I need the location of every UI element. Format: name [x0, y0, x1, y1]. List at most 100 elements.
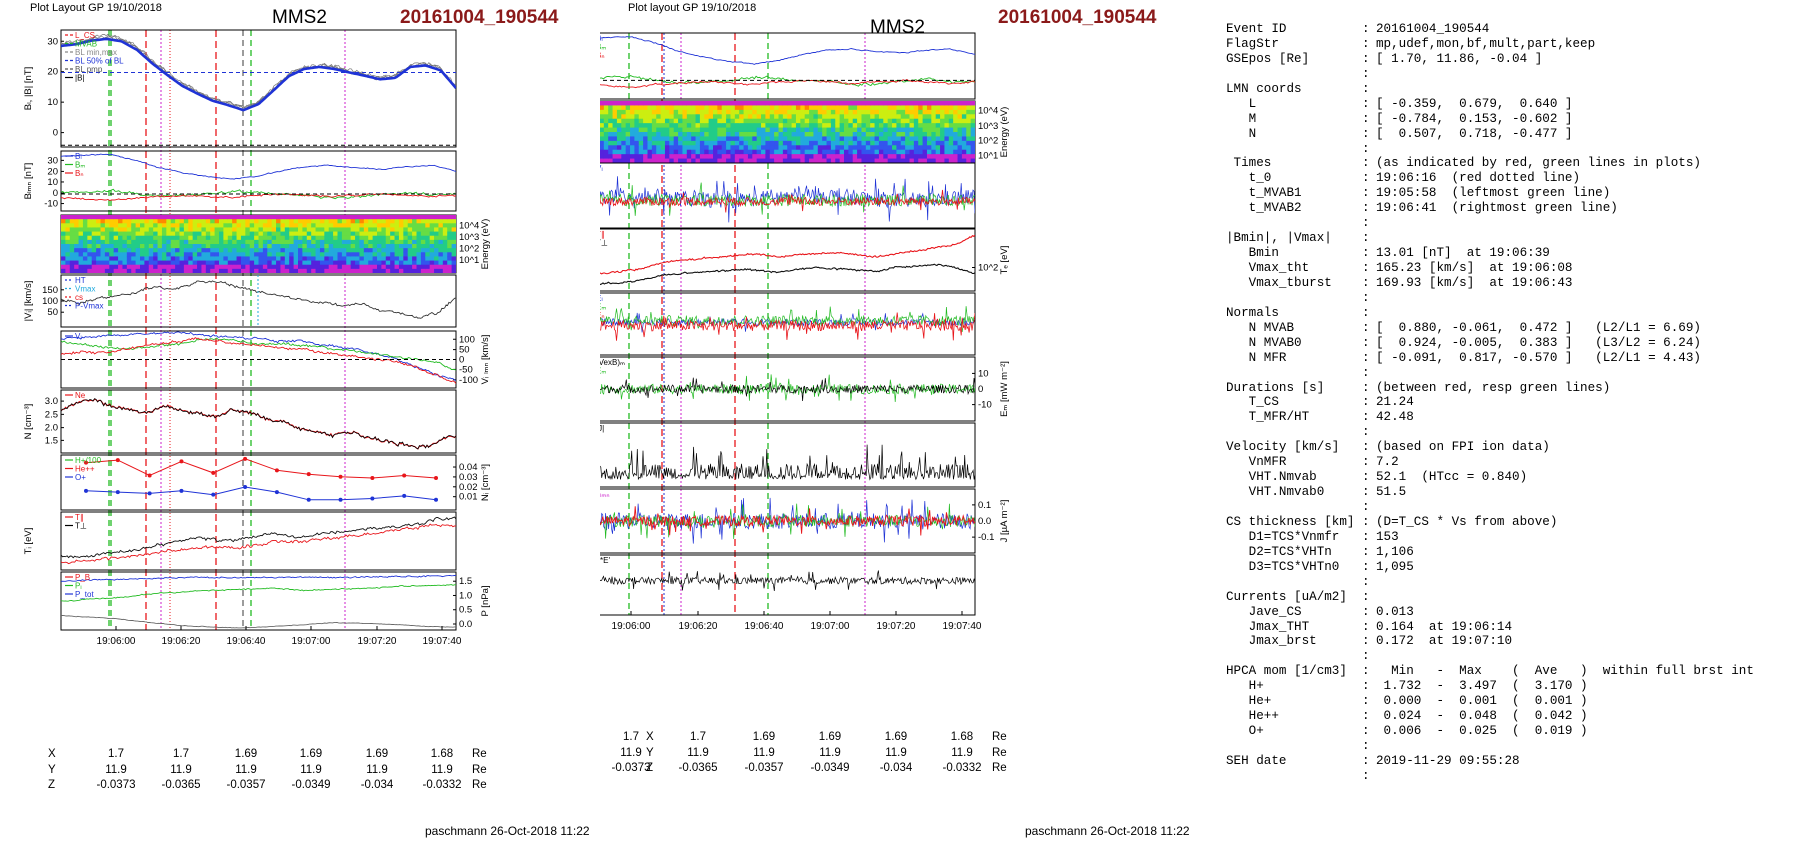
left-ion-spectrogram-cell: [276, 227, 282, 233]
left-ion-spectrogram-cell: [385, 227, 391, 233]
mid-electron-spectrogram-cell: [743, 154, 749, 160]
left-ion-spectrogram-cell: [298, 215, 303, 220]
left-ion-spectrogram-cell: [311, 239, 317, 245]
left-ion-spectrogram-cell: [161, 219, 167, 224]
mid-electron-spectrogram-cell: [944, 127, 950, 133]
left-ion-spectrogram-cell: [293, 248, 299, 253]
left-ytick-label: 150: [42, 285, 58, 296]
left-ion-spectrogram-cell: [69, 268, 75, 273]
left-ion-spectrogram-cell: [271, 227, 277, 233]
mid-electron-spectrogram-cell: [691, 154, 697, 160]
mid-electron-spectrogram-cell: [630, 127, 635, 133]
mid-electron-spectrogram-cell: [870, 105, 876, 111]
left-ion-spectrogram-cell: [372, 219, 378, 224]
left-ion-spectrogram-cell: [289, 239, 295, 245]
left-ion-spectrogram-cell: [315, 264, 321, 270]
left-ion-spectrogram-cell: [148, 256, 154, 262]
mid-electron-spectrogram-cell: [844, 154, 849, 160]
info-value: (based on FPI ion data): [1376, 440, 1550, 455]
left-ion-spectrogram-cell: [390, 215, 396, 220]
left-ion-spectrogram-cell: [363, 256, 369, 262]
left-ion-spectrogram-cell: [333, 256, 339, 262]
left-ion-spectrogram-cell: [126, 252, 132, 258]
mid-electron-spectrogram-cell: [935, 118, 941, 124]
left-ion-spectrogram-cell: [210, 235, 216, 241]
left-ion-spectrogram-cell: [161, 239, 167, 245]
left-ion-spectrogram-cell: [385, 248, 391, 253]
mid-electron-spectrogram-cell: [844, 109, 849, 115]
left-ion-spectrogram-cell: [192, 264, 198, 270]
left-position-unit: Re: [472, 763, 487, 776]
mid-electron-spectrogram-cell: [926, 127, 932, 133]
left-ion-spectrogram-cell: [315, 219, 321, 224]
left-ion-spectrogram-cell: [61, 223, 66, 229]
left-vl-line: [61, 331, 456, 381]
left-ion-spectrogram-cell: [258, 231, 264, 237]
mid-electron-spectrogram-cell: [887, 145, 893, 151]
mid-electron-spectrogram-cell: [839, 105, 845, 111]
mid-electron-spectrogram-cell: [835, 109, 841, 115]
left-ion-spectrogram-cell: [100, 264, 106, 270]
mid-position-value: -0.0332: [942, 762, 982, 774]
mid-electron-spectrogram-cell: [948, 154, 954, 160]
mid-ytick-label: 10^1: [978, 151, 998, 162]
left-ion-spectrogram-cell: [100, 252, 106, 258]
mid-electron-spectrogram-cell: [612, 158, 618, 163]
left-ion-spectrogram-cell: [113, 252, 119, 258]
left-position-value: -0.0357: [226, 779, 266, 791]
left-ion-spectrogram-cell: [390, 219, 396, 224]
mid-subplot-content: [600, 36, 975, 89]
mid-electron-spectrogram-cell: [826, 105, 832, 111]
info-key: |Bmin|, |Vmax|: [1226, 231, 1332, 246]
left-ion-spectrogram-cell: [390, 223, 396, 229]
mid-electron-spectrogram-cell: [721, 145, 727, 151]
mid-electron-spectrogram-cell: [948, 118, 954, 124]
mid-electron-spectrogram-cell: [695, 140, 701, 146]
info-key: VHT.Nmvab0: [1226, 485, 1325, 500]
left-ion-spectrogram-cell: [284, 227, 290, 233]
mid-electron-spectrogram-cell: [817, 118, 823, 124]
mid-time-tick-label: 19:06:40: [745, 621, 784, 632]
mid-electron-spectrogram-cell: [713, 105, 718, 111]
mid-electron-spectrogram-cell: [717, 105, 723, 111]
info-key: Normals: [1226, 305, 1279, 320]
left-ion-spectrogram-cell: [232, 256, 238, 262]
left-ion-spectrogram-cell: [337, 264, 343, 270]
left-ion-spectrogram-cell: [96, 235, 102, 241]
mid-electron-spectrogram-cell: [817, 140, 823, 146]
mid-electron-spectrogram-cell: [826, 132, 832, 138]
info-value: 169.93 [km/s] at 19:06:43: [1376, 275, 1573, 290]
mid-electron-spectrogram-cell: [656, 154, 662, 160]
left-ion-spectrogram-cell: [363, 239, 369, 245]
left-ion-spectrogram-cell: [135, 260, 141, 266]
left-ion-spectrogram-cell: [337, 219, 343, 224]
info-separator: :: [1362, 410, 1370, 425]
left-ion-spectrogram-cell: [232, 244, 238, 249]
mid-electron-spectrogram-cell: [839, 123, 845, 129]
left-ion-spectrogram-cell: [219, 268, 224, 273]
mid-electron-spectrogram-cell: [913, 154, 919, 160]
left-ion-spectrogram-cell: [100, 248, 106, 253]
mid-electron-spectrogram-cell: [857, 118, 863, 124]
mid-electron-spectrogram-cell: [822, 127, 828, 133]
mid-electron-spectrogram-cell: [634, 105, 640, 111]
left-ion-spectrogram-cell: [346, 252, 352, 258]
mid-electron-spectrogram-cell: [726, 114, 732, 120]
mid-electron-spectrogram-cell: [769, 101, 775, 107]
left-ion-spectrogram-cell: [390, 260, 396, 266]
mid-electron-spectrogram-cell: [634, 140, 640, 146]
left-ion-spectrogram-cell: [420, 219, 426, 224]
left-ion-spectrogram-cell: [425, 248, 431, 253]
info-separator: :: [1362, 290, 1370, 305]
mid-electron-spectrogram-cell: [765, 158, 771, 163]
info-row: :: [1226, 67, 1754, 82]
left-ion-spectrogram-cell: [333, 215, 339, 220]
left-ion-spectrogram-cell: [271, 252, 277, 258]
mid-electron-spectrogram-cell: [900, 105, 906, 111]
mid-electron-spectrogram-cell: [664, 136, 670, 142]
left-ion-spectrogram-cell: [398, 264, 404, 270]
left-ion-spectrogram-cell: [148, 223, 154, 229]
mid-electron-spectrogram-cell: [713, 158, 718, 163]
left-ion-spectrogram-cell: [87, 223, 93, 229]
